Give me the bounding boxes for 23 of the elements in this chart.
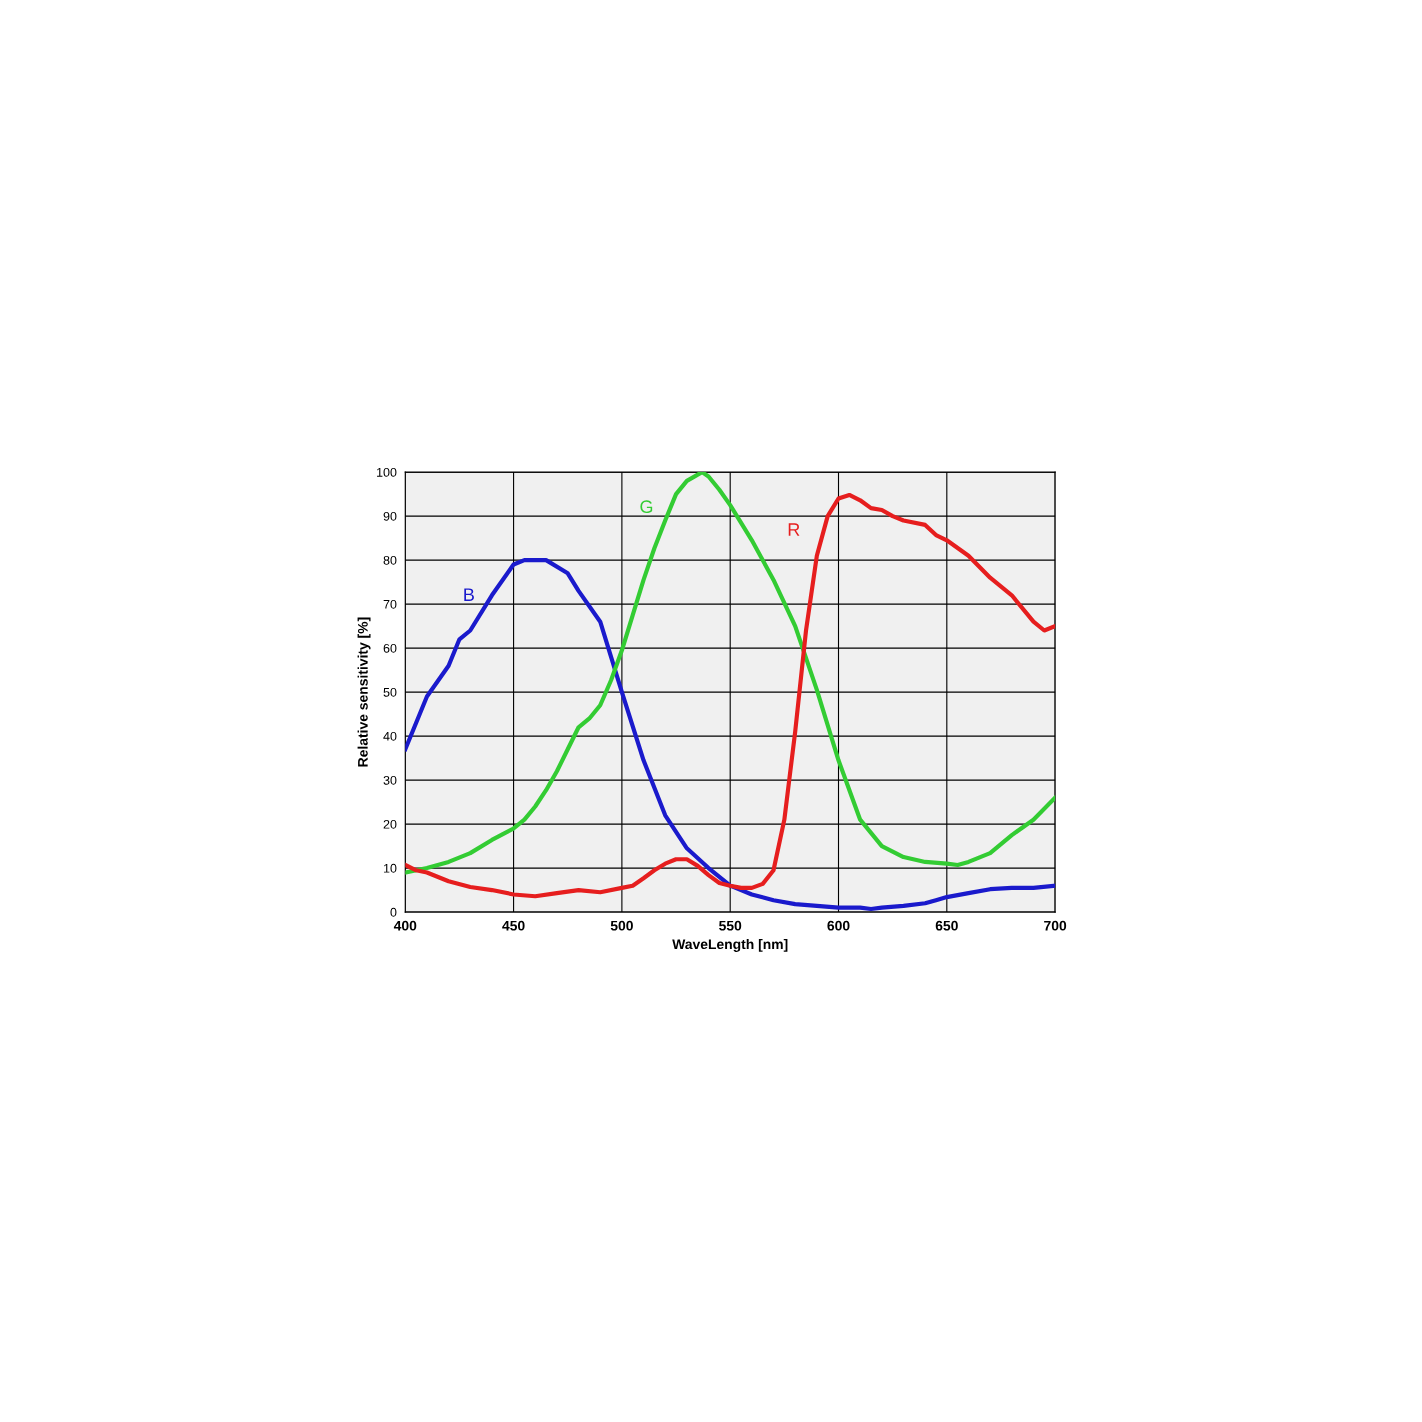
y-tick-label: 20 (383, 819, 397, 829)
series-label: B (464, 588, 474, 601)
series-label: G (640, 500, 653, 514)
y-tick-label: 10 (383, 863, 397, 873)
y-axis-title: Relative sensitivity [%] (357, 617, 371, 767)
y-tick-label: 100 (377, 467, 397, 477)
x-tick-label: 650 (935, 920, 958, 931)
x-axis-title: WaveLength [nm] (672, 938, 788, 952)
y-tick-label: 0 (390, 907, 397, 917)
y-tick-label: 70 (383, 599, 397, 609)
y-tick-label: 40 (383, 731, 397, 741)
x-tick-label: 700 (1044, 920, 1067, 931)
x-tick-label: 500 (610, 920, 633, 931)
x-tick-label: 450 (502, 920, 525, 931)
y-tick-label: 60 (383, 643, 397, 653)
y-tick-label: 30 (383, 775, 397, 785)
x-tick-label: 400 (393, 920, 417, 931)
series-label: R (788, 523, 800, 536)
y-tick-label: 80 (383, 555, 397, 565)
x-tick-label: 600 (827, 920, 850, 931)
y-tick-label: 50 (383, 687, 397, 697)
x-tick-label: 550 (719, 920, 742, 931)
y-tick-label: 90 (383, 511, 397, 521)
